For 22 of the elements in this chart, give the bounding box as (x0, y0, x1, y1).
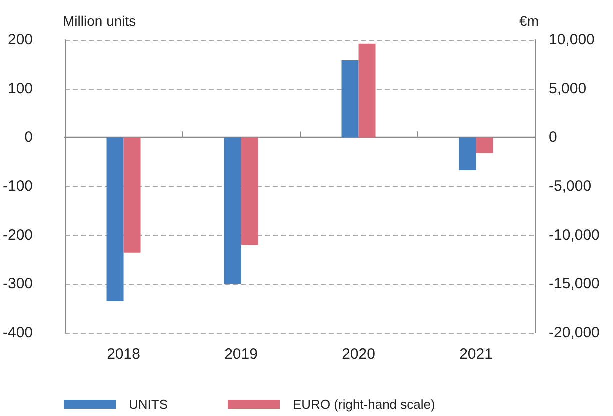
y-tick-label: -100 (2, 178, 34, 195)
y2-tick-label: 0 (549, 129, 558, 146)
x-tick-label: 2019 (224, 346, 258, 363)
legend-label: UNITS (129, 397, 168, 412)
y-tick-label: -200 (2, 226, 34, 244)
x-tick-label: 2021 (460, 346, 493, 363)
y-tick-label: 200 (8, 32, 34, 48)
y-axis-title: Million units (63, 13, 136, 29)
y2-tick-label: -10,000 (549, 226, 600, 244)
y-tick-label: 0 (24, 129, 34, 146)
y2-tick-label: -15,000 (549, 276, 600, 293)
y2-axis-title: €m (520, 13, 539, 29)
x-tick-label: 2020 (342, 346, 376, 363)
y2-tick-label: 5,000 (549, 80, 587, 98)
y-tick-label: -300 (2, 276, 34, 293)
y2-tick-label: -20,000 (549, 324, 600, 342)
x-tick-label: 2018 (107, 346, 140, 363)
y-tick-label: 100 (8, 80, 34, 98)
legend-label: EURO (right-hand scale) (293, 397, 436, 412)
y2-tick-label: 10,000 (549, 32, 595, 48)
y2-tick-label: -5,000 (549, 178, 592, 195)
y-tick-label: -400 (2, 324, 34, 342)
